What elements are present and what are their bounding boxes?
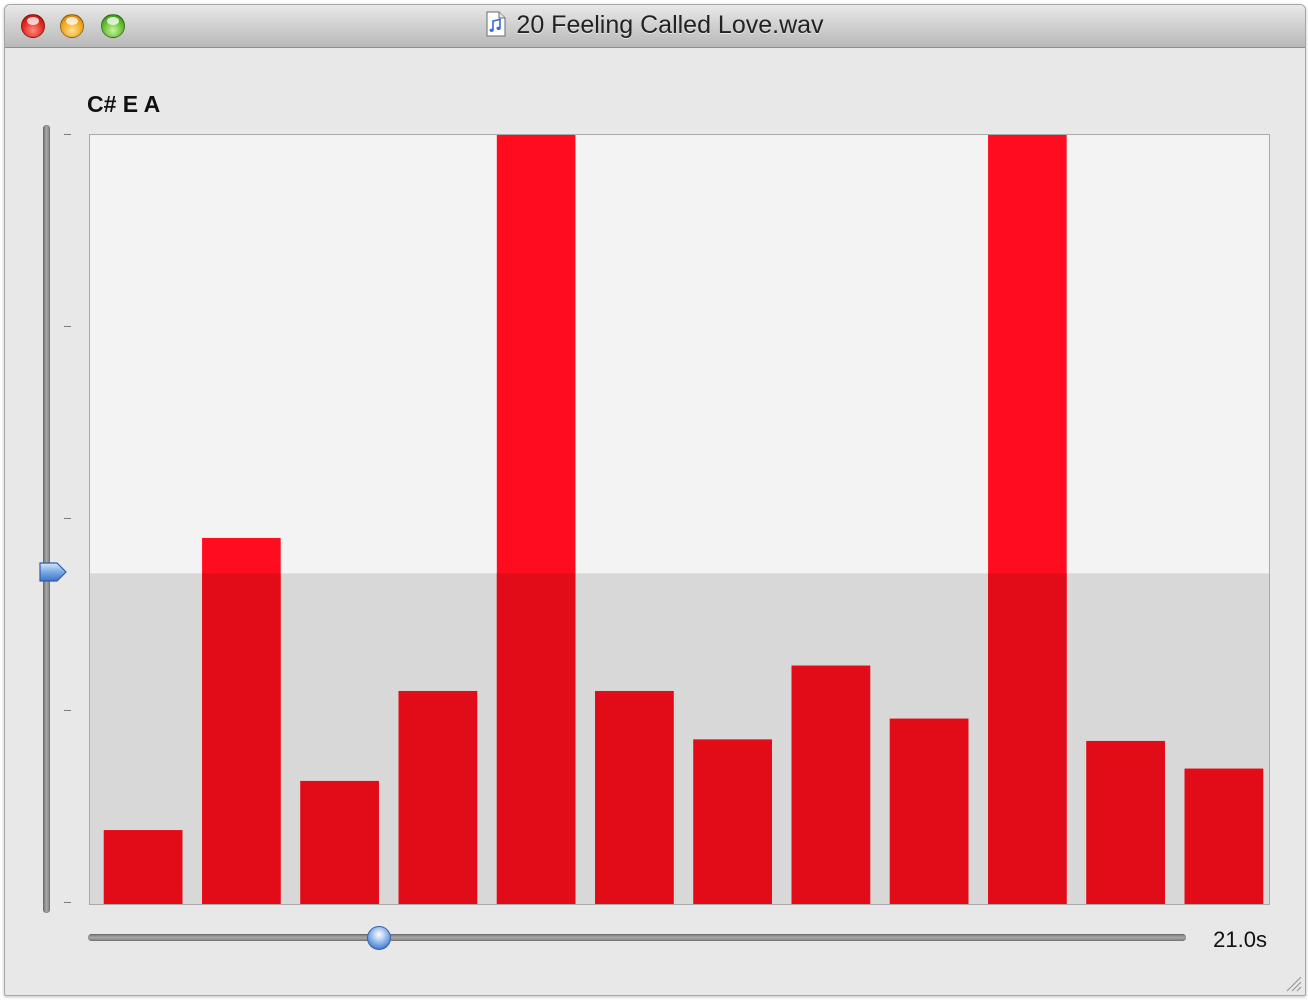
bar-shaded-part (398, 690, 478, 904)
window-title-group: 20 Feeling Called Love.wav (5, 11, 1305, 40)
close-window-button[interactable] (21, 14, 45, 38)
threshold-slider-thumb[interactable] (38, 561, 68, 583)
bar-shaded-part (889, 718, 969, 904)
threshold-tick (64, 518, 71, 519)
bar (988, 135, 1067, 904)
bar-shaded-part (1184, 768, 1264, 904)
bar (1184, 768, 1264, 904)
bar-shaded-part (988, 573, 1067, 904)
pitch-histogram-chart (89, 134, 1270, 905)
threshold-tick (64, 710, 71, 711)
zoom-window-button[interactable] (101, 14, 125, 38)
position-slider-track[interactable] (88, 934, 1186, 941)
bar (791, 665, 871, 904)
resize-grip-icon[interactable] (1281, 971, 1303, 993)
threshold-tick (64, 326, 71, 327)
threshold-slider-track[interactable] (43, 125, 50, 913)
title-bar[interactable]: 20 Feeling Called Love.wav (5, 5, 1305, 48)
bar (1086, 740, 1165, 904)
chord-label: C# E A (87, 91, 161, 117)
bar-shaded-part (595, 690, 674, 904)
bar (595, 690, 674, 904)
window-title: 20 Feeling Called Love.wav (516, 11, 824, 39)
bar (693, 739, 772, 904)
bar (398, 690, 478, 904)
bar (300, 780, 379, 904)
threshold-tick (64, 902, 71, 903)
position-slider-thumb[interactable] (366, 926, 391, 950)
bar-shaded-part (496, 573, 576, 904)
threshold-tick (64, 134, 71, 135)
time-position-label: 21.0s (1213, 927, 1267, 952)
bar-shaded-part (202, 573, 281, 904)
threshold-region (90, 573, 1269, 904)
bar (889, 718, 969, 904)
bar-shaded-part (103, 830, 183, 904)
bar (496, 135, 576, 904)
bar (202, 537, 281, 904)
chart-canvas (90, 135, 1269, 904)
bar-shaded-part (1086, 740, 1165, 904)
bar (103, 830, 183, 904)
music-file-icon (486, 11, 506, 37)
bar-shaded-part (693, 739, 772, 904)
app-window: 20 Feeling Called Love.wav C# E A 21.0s (4, 4, 1306, 996)
bar-shaded-part (791, 665, 871, 904)
minimize-window-button[interactable] (60, 14, 84, 38)
bar-shaded-part (300, 780, 379, 904)
